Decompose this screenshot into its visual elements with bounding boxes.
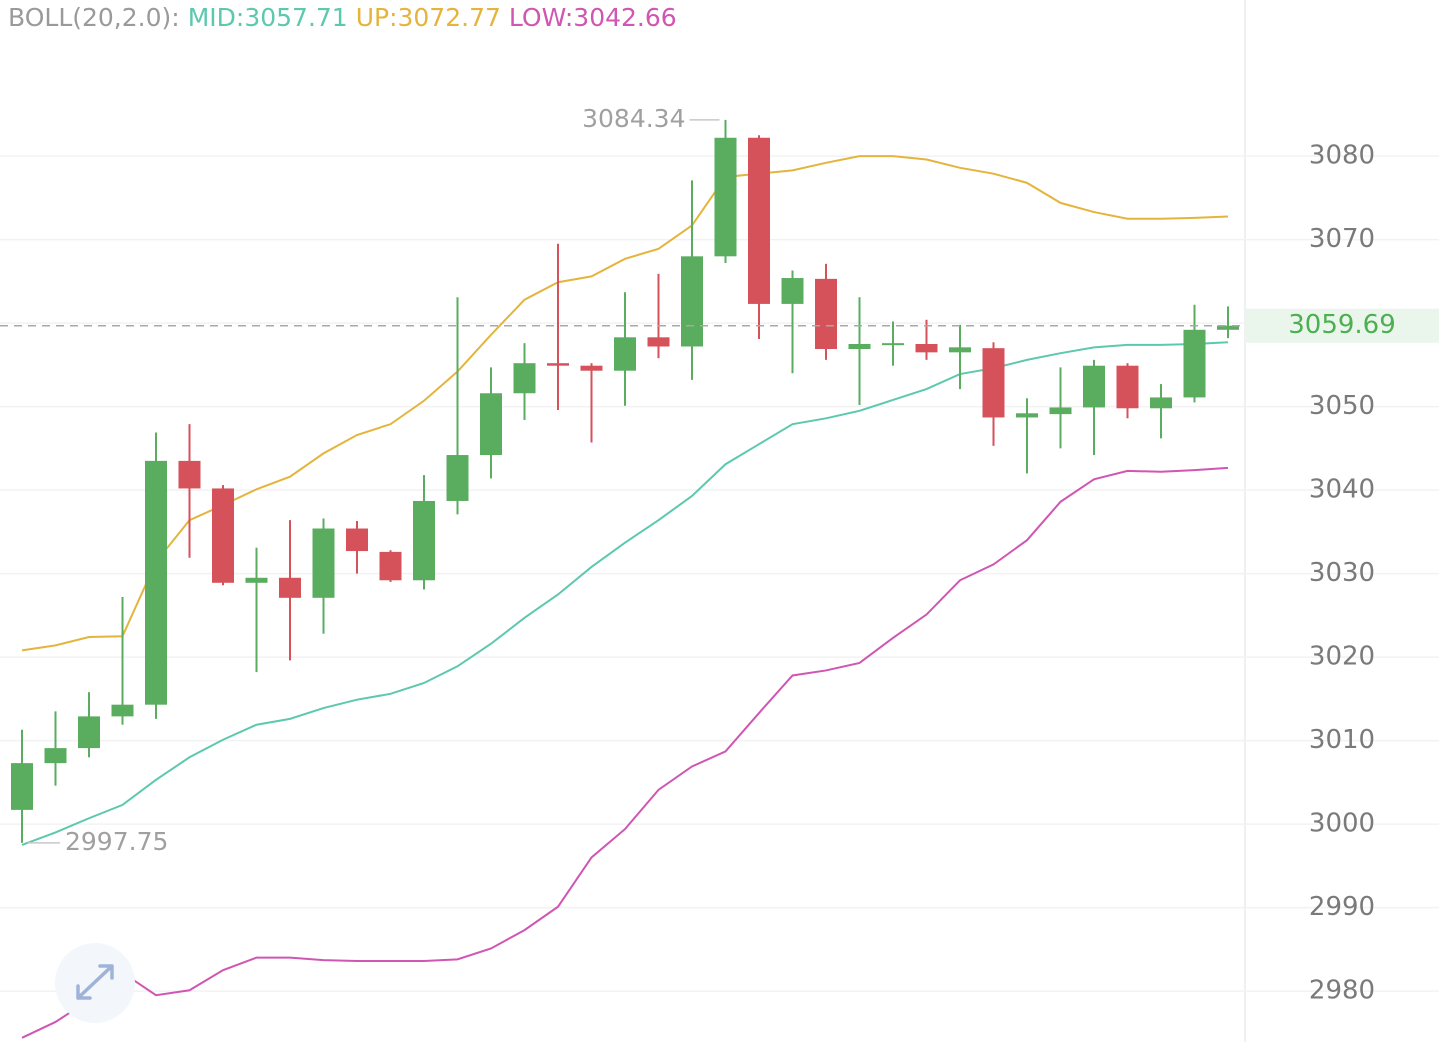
- band-line: [21, 466, 1229, 1039]
- candle-body: [44, 748, 67, 764]
- annotation-label: 3084.34: [582, 104, 685, 133]
- candles: [11, 119, 1239, 843]
- candle-body: [681, 256, 703, 347]
- indicator-label: BOLL(20,2.0):: [8, 3, 180, 32]
- y-tick-label: 3080: [1309, 141, 1375, 171]
- y-tick-label: 3040: [1309, 475, 1375, 505]
- candle-body: [279, 577, 301, 598]
- grid: 2980 2990 3000 3010 3020 3030 3040 3050 3070 3080: [0, 141, 1439, 1006]
- candle-body: [1183, 329, 1206, 398]
- legend-entry: UP:3072.77: [356, 3, 501, 32]
- candle-body: [245, 577, 268, 583]
- candle-body: [178, 460, 201, 489]
- candle-body: [781, 278, 804, 304]
- candle-body: [714, 137, 737, 257]
- annotation-label: 2997.75: [65, 827, 168, 856]
- candle-body: [982, 348, 1005, 418]
- expand-button[interactable]: [55, 943, 135, 1023]
- overlay: 3084.34 2997.75 3059.69: [0, 104, 1439, 856]
- candle-body: [111, 704, 134, 717]
- y-tick-label: 3020: [1309, 642, 1375, 672]
- candle-body: [882, 343, 904, 346]
- bollinger-bands: [21, 155, 1229, 1039]
- candle-body: [78, 716, 100, 749]
- candle-body: [1083, 365, 1105, 408]
- candle-body: [312, 528, 335, 598]
- candle-body: [413, 500, 435, 581]
- candle-body: [1116, 365, 1139, 409]
- candle-body: [1150, 397, 1172, 409]
- last-price-label: 3059.69: [1288, 310, 1396, 340]
- candle-body: [1016, 413, 1038, 418]
- y-tick-label: 3000: [1309, 809, 1375, 839]
- candle-body: [748, 137, 770, 304]
- candle-body: [346, 528, 368, 552]
- candle-body: [212, 488, 234, 583]
- candle-body: [145, 460, 167, 705]
- candle-body: [480, 393, 502, 456]
- y-tick-label: 2980: [1309, 976, 1375, 1006]
- candle-body: [915, 343, 938, 353]
- candle-body: [547, 363, 569, 366]
- candle-body: [614, 337, 636, 371]
- y-tick-label: 3030: [1309, 558, 1375, 588]
- candle-body: [513, 363, 536, 394]
- candle-body: [11, 763, 33, 810]
- y-tick-label: 3010: [1309, 725, 1375, 755]
- candle-body: [580, 365, 603, 371]
- legend-entry: LOW:3042.66: [509, 3, 677, 32]
- legend-entry: MID:3057.71: [188, 3, 348, 32]
- y-tick-label: 3070: [1309, 224, 1375, 254]
- band-line: [21, 341, 1229, 846]
- candle-body: [815, 278, 837, 350]
- legend: BOLL(20,2.0): MID:3057.71 UP:3072.77 LOW:30…: [8, 3, 677, 32]
- candle-body: [1217, 325, 1239, 330]
- y-tick-label: 3050: [1309, 391, 1375, 421]
- candle-body: [379, 551, 402, 581]
- candle-body: [949, 347, 971, 353]
- candle-body: [647, 337, 670, 347]
- candle-body: [446, 455, 469, 501]
- y-tick-label: 2990: [1309, 892, 1375, 922]
- last-price-box: [1245, 308, 1439, 343]
- candle-body: [848, 343, 871, 350]
- candle-body: [1049, 407, 1072, 415]
